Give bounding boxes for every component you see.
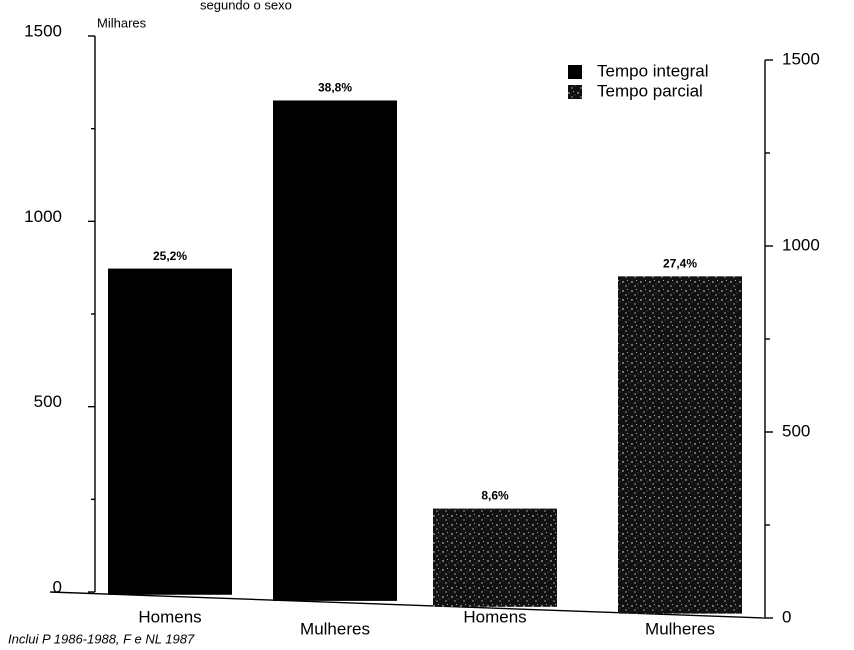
footnote: Inclui P 1986-1988, F e NL 1987 xyxy=(8,631,195,646)
x-tick-label: Homens xyxy=(138,607,201,626)
y2-tick-label: 1500 xyxy=(782,49,820,68)
bar xyxy=(433,508,557,607)
y-tick-label: 1000 xyxy=(24,207,62,226)
y-axis-label: Milhares xyxy=(97,15,147,30)
legend-label: Tempo integral xyxy=(597,61,709,80)
y-tick-label: 0 xyxy=(53,577,62,596)
y-tick-label: 500 xyxy=(34,392,62,411)
bar xyxy=(273,100,397,601)
y2-tick-label: 0 xyxy=(782,607,791,626)
data-label: 38,8% xyxy=(318,81,352,95)
legend-swatch xyxy=(568,85,582,99)
chart-title: segundo o sexo xyxy=(200,0,292,12)
data-label: 8,6% xyxy=(481,489,509,503)
x-axis xyxy=(49,591,766,619)
data-label: 27,4% xyxy=(663,257,697,271)
x-tick-label: Mulheres xyxy=(645,619,715,638)
legend-swatch xyxy=(568,65,582,79)
x-tick-label: Mulheres xyxy=(300,619,370,638)
bar xyxy=(618,276,742,614)
y-tick-label: 1500 xyxy=(24,21,62,40)
data-label: 25,2% xyxy=(153,249,187,263)
x-tick-label: Homens xyxy=(463,607,526,626)
y2-tick-label: 1000 xyxy=(782,235,820,254)
y2-tick-label: 500 xyxy=(782,421,810,440)
bar xyxy=(108,268,232,595)
legend-label: Tempo parcial xyxy=(597,81,703,100)
